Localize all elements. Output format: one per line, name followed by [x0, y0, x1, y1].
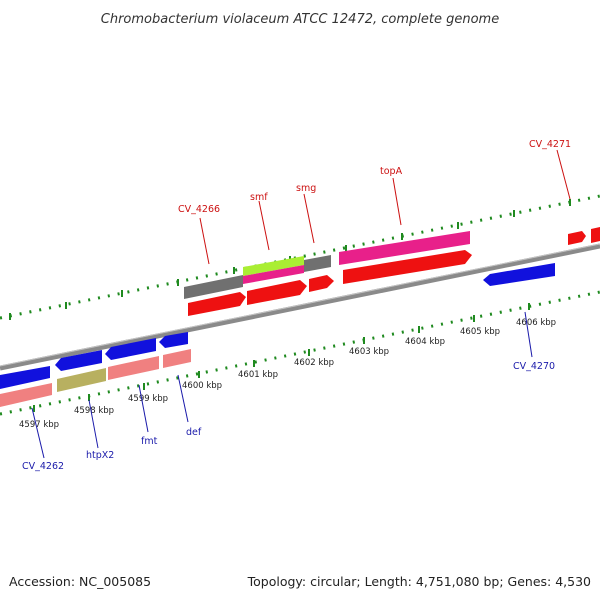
cds-arrow-red[interactable] — [188, 292, 246, 316]
scale-label: 4606 kbp — [516, 318, 556, 328]
lower-strand-genes — [0, 263, 555, 407]
gene-block-olive[interactable] — [57, 368, 106, 392]
gene-label-bottom[interactable]: CV_4262 — [22, 461, 64, 472]
scale-label: 4599 kbp — [128, 394, 168, 404]
scale-label: 4600 kbp — [182, 381, 222, 391]
cds-arrow-red[interactable] — [343, 250, 472, 284]
lower-tick-track — [0, 290, 600, 416]
cds-arrow-blue[interactable] — [483, 263, 555, 286]
cds-arrow-blue[interactable] — [105, 338, 156, 360]
scale-label: 4605 kbp — [460, 327, 500, 337]
cds-arrow-blue[interactable] — [159, 332, 188, 348]
gene-block-salmon[interactable] — [0, 383, 52, 407]
gene-label-bottom[interactable]: def — [186, 427, 202, 438]
gene-block-grey[interactable] — [184, 275, 243, 299]
gene-block-salmon[interactable] — [108, 356, 159, 380]
scale-label: 4602 kbp — [294, 358, 334, 368]
gene-label-top[interactable]: CV_4266 — [178, 204, 220, 215]
gene-label-top[interactable]: CV_4271 — [529, 139, 571, 150]
cds-arrow-red[interactable] — [247, 280, 307, 305]
upper-strand-genes — [184, 227, 600, 316]
cds-arrow-blue[interactable] — [55, 350, 102, 371]
gene-label-bottom[interactable]: fmt — [141, 436, 158, 447]
genome-backbone — [0, 243, 600, 371]
gene-block-salmon[interactable] — [163, 349, 191, 368]
scale-label: 4604 kbp — [405, 337, 445, 347]
gene-label-top[interactable]: topA — [380, 166, 403, 177]
map-title: Chromobacterium violaceum ATCC 12472, co… — [101, 12, 499, 27]
gene-block-grey[interactable] — [304, 255, 331, 272]
upper-tick-track — [0, 194, 600, 320]
scale-label: 4598 kbp — [74, 406, 114, 416]
gene-label-bottom[interactable]: htpX2 — [86, 450, 114, 461]
scale-label: 4603 kbp — [349, 347, 389, 357]
scale-labels: 4597 kbp 4598 kbp 4599 kbp 4600 kbp 4601… — [19, 318, 556, 430]
gene-block-magenta[interactable] — [339, 231, 470, 265]
scale-label: 4597 kbp — [19, 420, 59, 430]
bottom-gene-labels: CV_4262 htpX2 fmt def CV_4270 — [22, 311, 555, 472]
cds-arrow-red[interactable] — [591, 227, 600, 243]
cds-arrow-blue[interactable] — [0, 366, 50, 389]
accession-text: Accession: NC_005085 — [9, 574, 151, 589]
cds-arrow-red[interactable] — [309, 275, 334, 292]
gene-block-magenta[interactable] — [243, 265, 304, 284]
cds-arrow-red[interactable] — [568, 231, 586, 245]
gene-label-top[interactable]: smf — [250, 192, 268, 203]
genome-summary-text: Topology: circular; Length: 4,751,080 bp… — [247, 574, 591, 589]
gene-block-lime[interactable] — [243, 256, 304, 276]
top-gene-labels: CV_4266 smf smg topA CV_4271 — [178, 139, 571, 265]
gene-label-bottom[interactable]: CV_4270 — [513, 361, 555, 372]
scale-label: 4601 kbp — [238, 370, 278, 380]
gene-label-top[interactable]: smg — [296, 183, 316, 194]
